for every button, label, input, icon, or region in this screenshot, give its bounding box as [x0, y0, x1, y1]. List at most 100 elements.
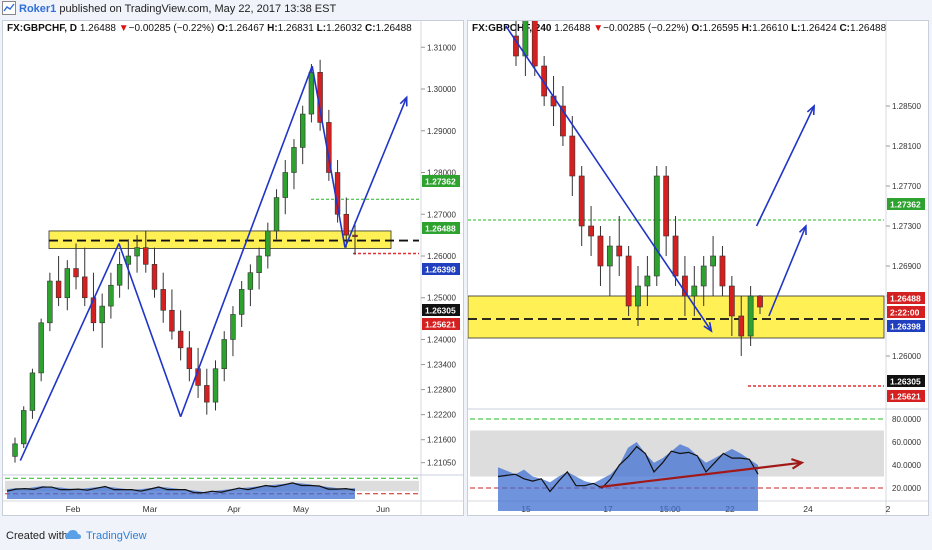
interval-label: D: [69, 23, 78, 34]
price-label-box: [422, 175, 460, 187]
h4-chart-svg[interactable]: 1.28500 1.28100 1.27700 1.27300 1.26900 1.266…: [468, 21, 928, 515]
author-name[interactable]: Roker1: [19, 3, 57, 15]
rsi-band: [5, 480, 419, 492]
candle-body: [38, 322, 44, 374]
symbol-label: FX:GBPCHF: [7, 23, 65, 34]
x-tick-label: May: [293, 504, 310, 514]
h4-chart-panel[interactable]: FX:GBPCHF, 240 1.26488 ▼−0.00285 (−0.22%…: [467, 20, 929, 516]
candle-body: [653, 175, 660, 277]
candle-body: [682, 275, 688, 297]
candle-body: [606, 245, 613, 267]
candle-body: [757, 295, 763, 308]
footer: Created with TradingView: [0, 522, 932, 550]
chart-title: FX:GBPCHF, D 1.26488 ▼−0.00285 (−0.22%) …: [7, 23, 412, 34]
y-tick-label: 1.23400: [427, 361, 456, 370]
candle-body: [644, 275, 651, 287]
price-label-text: 1.26398: [425, 265, 456, 275]
y-tick-label: 1.26900: [892, 262, 921, 271]
candle-body: [116, 264, 123, 286]
tradingview-cloud-icon: [64, 528, 82, 542]
candle-body: [710, 255, 716, 267]
candle-body: [134, 247, 140, 257]
y-tick-label: 1.28000: [427, 169, 456, 178]
candle-body: [82, 276, 88, 299]
candle-body: [282, 172, 288, 198]
candle-body: [230, 314, 236, 340]
daily-chart-svg[interactable]: 1.31000 1.30000 1.29000 1.28000 1.27000 1.260…: [3, 21, 463, 515]
y-tick-label: 1.31000: [427, 43, 456, 52]
trend-arrow-line: [179, 65, 313, 418]
price-label-box: [422, 222, 460, 234]
candle-body: [55, 280, 62, 299]
rsi-tick-label: 80.0000: [892, 415, 921, 424]
y-tick-label: 1.24000: [427, 335, 456, 344]
y-tick-label: 1.21600: [427, 436, 456, 445]
candle-body: [672, 235, 679, 277]
close-value: 1.26488: [850, 23, 887, 34]
rsi-area: [7, 482, 355, 499]
price-label-text: 1.25621: [890, 392, 921, 402]
candle-body: [560, 105, 566, 137]
trend-arrow-line: [755, 105, 815, 227]
x-tick-label: Mar: [143, 504, 158, 514]
low-value: 1.26032: [326, 23, 363, 34]
arrow-head: [703, 322, 713, 333]
candle-body: [64, 268, 71, 299]
daily-chart-panel[interactable]: FX:GBPCHF, D 1.26488 ▼−0.00285 (−0.22%) …: [2, 20, 464, 516]
rsi-tick-label: 20.0000: [892, 484, 921, 493]
candle-body: [578, 175, 585, 227]
x-tick-label: Apr: [227, 504, 240, 514]
arrow-head: [399, 95, 408, 107]
x-tick-label: 24: [803, 504, 813, 514]
price-label-text: 1.26398: [890, 322, 921, 332]
trend-arrow-line: [344, 97, 408, 248]
trend-arrow-line: [505, 25, 713, 332]
candle-body: [12, 443, 18, 457]
candle-body: [728, 285, 735, 317]
price-label-box: [887, 375, 925, 387]
x-tick-label: Feb: [66, 504, 81, 514]
chart-icon: [2, 1, 16, 15]
price-label-box: [887, 390, 925, 402]
candle-body: [308, 72, 315, 115]
candle-body: [719, 255, 726, 287]
rsi-tick-label: 60.0000: [892, 438, 921, 447]
price-label-box: [887, 320, 925, 332]
candle-body: [256, 255, 262, 273]
price-label-text: 1.26305: [890, 377, 921, 387]
interval-label: 240: [534, 23, 552, 34]
low-value: 1.26424: [800, 23, 837, 34]
arrow-head: [798, 224, 807, 236]
y-tick-label: 1.27300: [892, 222, 921, 231]
trend-arrow-line: [311, 65, 346, 248]
candle-body: [29, 372, 36, 411]
candle-body: [186, 347, 193, 370]
tradingview-brand[interactable]: TradingView: [86, 530, 147, 542]
y-tick-label: 1.28500: [892, 102, 921, 111]
candle-body: [47, 280, 53, 324]
y-tick-label: 1.21050: [427, 459, 456, 468]
candle-body: [738, 315, 745, 337]
y-tick-label: 1.25000: [427, 294, 456, 303]
candle-body: [265, 230, 271, 257]
y-tick-label: 1.22200: [427, 411, 456, 420]
open-value: 1.26467: [228, 23, 265, 34]
candle-body: [616, 245, 623, 257]
candle-body: [108, 284, 114, 307]
candle-body: [352, 234, 358, 237]
open-value: 1.26595: [702, 23, 739, 34]
candle-body: [221, 339, 227, 370]
candle-body: [522, 21, 529, 57]
candle-body: [73, 268, 79, 278]
candle-body: [531, 21, 538, 67]
candle-body: [151, 264, 158, 290]
candle-body: [247, 272, 254, 290]
candle-body: [160, 289, 166, 311]
candle-body: [238, 289, 245, 315]
candle-body: [663, 175, 670, 237]
high-value: 1.26610: [752, 23, 789, 34]
price-change: −0.00285 (−0.22%): [128, 23, 215, 34]
candle-body: [541, 65, 548, 97]
price-label-box: [422, 263, 460, 275]
candle-body: [177, 330, 184, 349]
